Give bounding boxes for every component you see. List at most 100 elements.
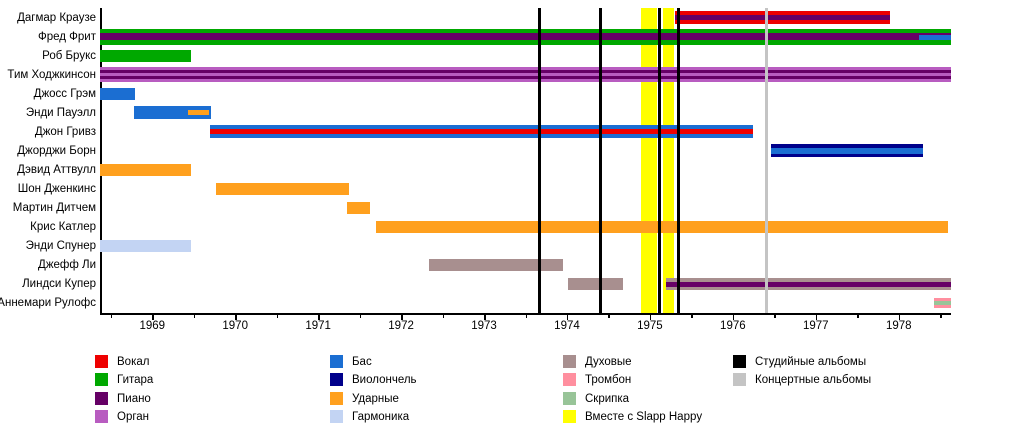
x-tick-major [484, 315, 486, 320]
y-axis-line [100, 8, 102, 315]
row-label: Роб Брукс [42, 49, 96, 62]
legend-label: Гармоника [352, 411, 410, 424]
studio-album-line [658, 8, 662, 313]
legend-swatch-violin [563, 391, 576, 405]
bar-layer-bass [134, 106, 212, 120]
legend-swatch-live [733, 373, 746, 387]
x-tick-major [566, 315, 569, 320]
legend-swatch-organ [95, 410, 108, 424]
x-tick-label: 1973 [471, 320, 497, 332]
legend-label: Виолончель [352, 374, 417, 387]
bar-layer-guitar [100, 39, 951, 45]
timeline-bar [100, 49, 192, 62]
bar-layer-trombone [933, 305, 951, 309]
legend-swatch-piano [95, 391, 108, 405]
x-tick-minor [525, 315, 527, 318]
bar-layer-vocals [674, 20, 890, 24]
x-tick-minor [691, 315, 693, 318]
x-tick-label: 1969 [139, 320, 166, 332]
bar-layer-organ [100, 73, 951, 77]
legend-label: Духовые [585, 356, 632, 368]
timeline-bar [100, 67, 951, 83]
x-tick-minor [193, 315, 196, 318]
legend-label: Тромбон [585, 374, 632, 387]
timeline-bar [771, 144, 923, 158]
timeline-bar [376, 221, 949, 234]
legend-label: Концертные альбомы [755, 374, 872, 387]
bar-layer-winds [665, 278, 951, 282]
legend-label: Вокал [117, 356, 150, 368]
legend-label: Пиано [117, 392, 151, 405]
x-tick-major [152, 315, 154, 320]
timeline-bar [665, 278, 951, 291]
bar-layer-vocals [674, 11, 890, 15]
x-tick-major [815, 315, 818, 320]
timeline-bar [216, 183, 349, 196]
bar-layer-cello [771, 144, 923, 149]
x-tick-major [235, 315, 237, 320]
bar-layer-organ [100, 79, 951, 83]
legend-swatch-bass [330, 355, 343, 368]
bar-layer-bass [210, 125, 753, 130]
legend-label: Вместе с Slapp Happy [585, 411, 703, 424]
row-label: Джон Гривз [34, 125, 96, 138]
timeline-bar [567, 278, 624, 291]
x-tick-major [318, 315, 320, 320]
x-tick-minor [774, 315, 776, 318]
x-tick-label: 1975 [637, 320, 663, 332]
timeline-bar [100, 87, 135, 100]
row-label: Джефф Ли [38, 259, 96, 272]
slapp-happy-band [640, 8, 658, 313]
row-label: Фред Фрит [37, 30, 96, 43]
studio-album-line [676, 8, 680, 313]
bar-layer-cello [771, 153, 923, 158]
bar-layer-piano [665, 282, 951, 287]
bar-layer-violin [933, 301, 951, 306]
bar-layer-piano [100, 70, 951, 74]
timeline-bar [100, 240, 192, 253]
row-label: Линдси Купер [22, 278, 96, 291]
row-label: Шон Дженкинс [17, 183, 96, 196]
legend-swatch-studio [733, 355, 746, 368]
studio-album-line [598, 8, 602, 313]
legend-label: Скрипка [585, 392, 630, 405]
bar-layer-winds [567, 278, 624, 291]
bar-layer-organ [100, 67, 951, 71]
bar-layer-trombone [933, 298, 951, 302]
bar-layer-guitar [100, 28, 951, 34]
bar-layer-winds [429, 259, 563, 272]
x-tick-label: 1970 [222, 320, 248, 332]
x-tick-minor [940, 315, 942, 318]
bar-layer-vocals [210, 129, 753, 135]
x-tick-label: 1976 [720, 320, 746, 332]
row-label: Энди Спунер [25, 240, 96, 253]
x-tick-label: 1971 [305, 320, 331, 332]
bar-layer-guitar [100, 49, 192, 62]
bar-layer-drums [376, 221, 949, 234]
timeline-bar [933, 298, 951, 309]
x-tick-minor [110, 315, 113, 318]
row-label: Тим Ходжкинсон [7, 68, 96, 81]
bar-layer-piano [100, 33, 951, 40]
legend-swatch-drums [330, 391, 343, 405]
row-label: Энди Пауэлл [25, 106, 96, 119]
bar-layer-piano [100, 76, 951, 80]
bar-overlay-drums [187, 110, 209, 116]
row-label: Джорджи Борн [17, 144, 96, 157]
x-axis-line [100, 313, 951, 315]
live-album-line [765, 8, 769, 313]
bar-layer-bass [210, 134, 753, 139]
legend-swatch-guitar [95, 373, 108, 387]
legend-swatch-trombone [563, 373, 576, 387]
x-tick-label: 1978 [885, 320, 912, 332]
bar-layer-bass [771, 148, 923, 154]
timeline-bar [100, 28, 951, 45]
bar-layer-harmonica [100, 240, 192, 253]
x-tick-minor [359, 315, 362, 318]
x-tick-minor [442, 315, 445, 318]
bar-layer-drums [100, 164, 192, 177]
row-label: Дагмар Краузе [17, 11, 96, 24]
slapp-happy-band [663, 8, 674, 313]
bar-overlay-bass [918, 35, 951, 41]
